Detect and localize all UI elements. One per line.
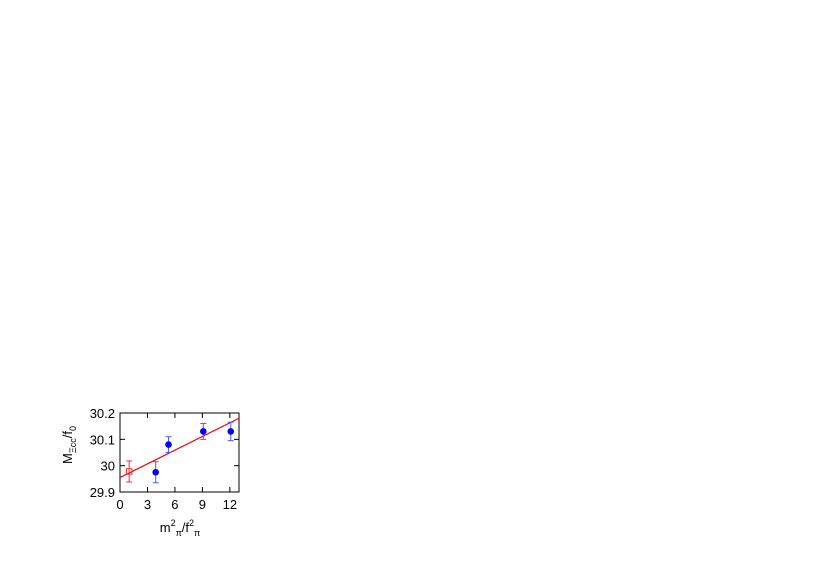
x-axis-label: m2π/f2π [160, 518, 201, 538]
y-label-base: M [60, 453, 75, 464]
y-label-rest-sub: 0 [68, 426, 78, 431]
x-label-sub2: π [194, 528, 200, 538]
plot-frame [119, 412, 240, 493]
x-label-slash: /f [182, 520, 190, 535]
x-tick-label: 9 [199, 497, 206, 512]
y-tick-label: 29.9 [90, 485, 115, 500]
data-point [227, 428, 235, 435]
x-label-base: m [160, 520, 171, 535]
x-tick-label: 0 [116, 497, 123, 512]
x-tick-label: 6 [171, 497, 178, 512]
data-point [165, 441, 172, 448]
tick-layer: 0 3 6 9 12 29.9 30 30.1 30.2 [90, 406, 239, 512]
x-label-sub1: π [176, 528, 182, 538]
y-axis-label: MΞcc/f0 [60, 426, 78, 464]
data-point [125, 468, 133, 475]
plot-layer [119, 412, 240, 493]
y-label-sub: Ξcc [68, 438, 78, 453]
y-tick-label: 30 [101, 459, 115, 474]
data-point [152, 468, 159, 476]
x-label-sup1: 2 [171, 518, 176, 528]
x-tick-label: 3 [144, 497, 151, 512]
data-point [200, 428, 207, 435]
y-tick-label: 30.1 [90, 432, 115, 447]
x-label-sup2: 2 [189, 518, 194, 528]
y-label-rest: /f [60, 431, 75, 439]
y-tick-label: 30.2 [90, 406, 115, 421]
fit-line [119, 417, 240, 479]
x-tick-label: 12 [223, 497, 237, 512]
